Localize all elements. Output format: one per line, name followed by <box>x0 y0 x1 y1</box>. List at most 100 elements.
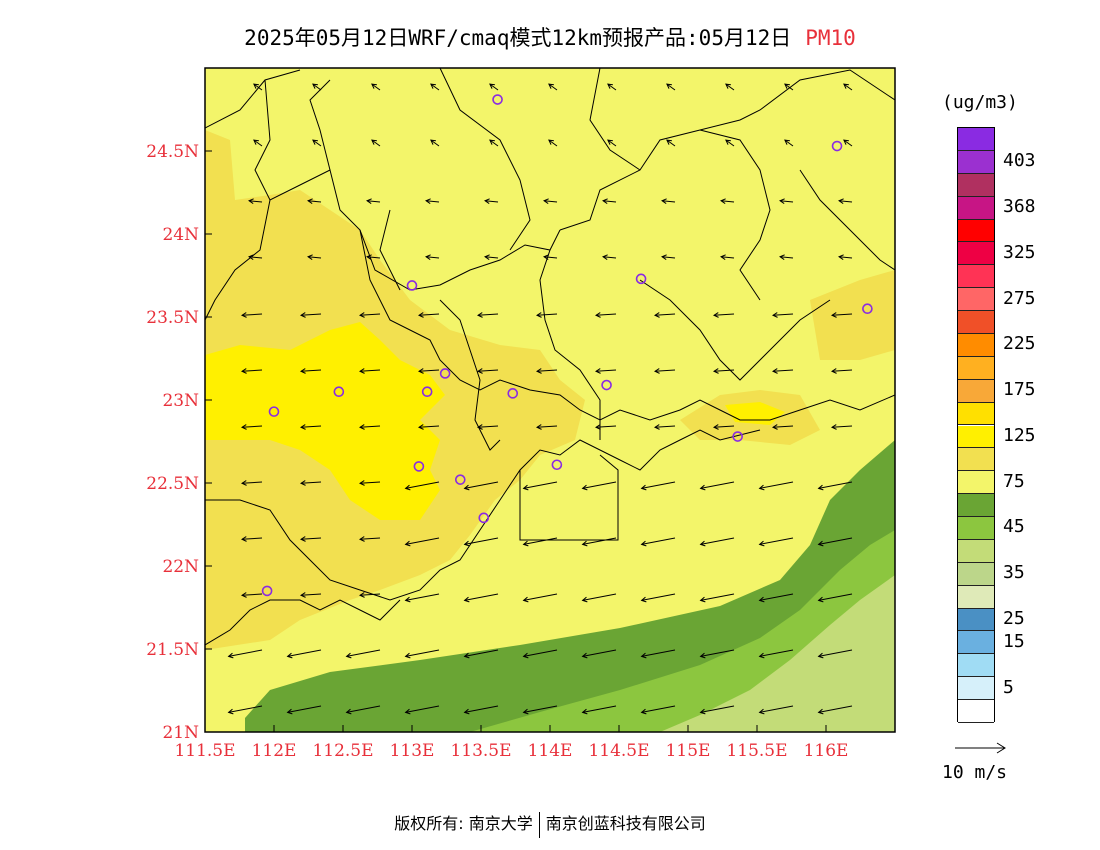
wind-vector-head <box>404 540 411 547</box>
wind-vector-head <box>784 139 790 145</box>
wind-vector <box>700 481 735 489</box>
wind-vector-head <box>299 368 306 374</box>
wind-vector <box>253 83 263 91</box>
legend-swatch <box>958 173 994 197</box>
wind-vector-head <box>817 540 824 547</box>
wind-vector <box>773 313 794 316</box>
wind-vector <box>242 313 263 316</box>
wind-vector-head <box>640 596 647 603</box>
lat-tick-label: 21.5N <box>146 640 199 660</box>
wind-vector <box>405 481 440 489</box>
station-marker <box>268 406 280 417</box>
wind-vector-head <box>725 83 731 89</box>
lon-tick-label: 116E <box>804 741 849 761</box>
wind-vector-head <box>463 708 470 715</box>
wind-vector <box>666 139 676 147</box>
wind-vector-head <box>843 83 849 89</box>
wind-vector <box>405 537 440 545</box>
wind-vector <box>596 313 617 316</box>
wind-vector <box>371 139 381 147</box>
wind-vector-head <box>430 139 436 145</box>
wind-vector <box>360 481 381 484</box>
wind-vector-head <box>489 139 495 145</box>
chart-title: 2025年05月12日WRF/cmaq模式12km预报产品:05月12日 PM10 <box>0 22 1100 52</box>
wind-vector <box>818 537 853 545</box>
wind-vector <box>700 537 735 545</box>
wind-vector <box>818 593 853 601</box>
wind-vector <box>700 649 735 657</box>
legend-swatch <box>958 631 994 655</box>
wind-vector <box>784 139 794 147</box>
wind-vector-head <box>240 592 247 598</box>
footer-separator <box>538 811 540 838</box>
legend-swatch <box>958 196 994 220</box>
wind-vector <box>478 313 499 316</box>
wind-vector-head <box>299 312 306 318</box>
wind-vector-head <box>476 424 483 430</box>
wind-vector-head <box>699 708 706 715</box>
lat-tick-label: 23N <box>162 391 199 411</box>
wind-vector-head <box>425 254 431 260</box>
wind-vector-head <box>366 198 372 204</box>
wind-vector-head <box>404 596 411 603</box>
wind-vector <box>308 256 322 259</box>
wind-vector <box>301 313 322 316</box>
wind-vector-head <box>522 596 529 603</box>
wind-vector <box>721 256 735 259</box>
wind-vector <box>485 256 499 259</box>
legend-swatch <box>958 494 994 518</box>
legend-swatch <box>958 219 994 243</box>
wind-vector <box>489 139 499 147</box>
wind-vector <box>759 537 794 545</box>
wind-vector-head <box>476 312 483 318</box>
wind-vector <box>346 705 381 713</box>
wind-vector-head <box>227 708 234 715</box>
wind-vector-head <box>430 83 436 89</box>
wind-vector <box>843 139 853 147</box>
wind-vector-head <box>779 254 785 260</box>
wind-vector-head <box>817 596 824 603</box>
wind-vector <box>759 481 794 489</box>
wind-vector <box>725 83 735 91</box>
wind-vector <box>360 537 381 540</box>
wind-vector <box>641 537 676 545</box>
legend-label: 5 <box>1003 676 1014 698</box>
wind-vector-head <box>312 83 318 89</box>
wind-vector <box>700 705 735 713</box>
lon-tick-label: 111.5E <box>174 741 235 761</box>
wind-vector-head <box>522 652 529 659</box>
station-marker <box>831 140 843 152</box>
legend-label: 403 <box>1003 150 1036 172</box>
wind-vector-head <box>543 254 549 260</box>
wind-vector-head <box>817 652 824 659</box>
wind-vector-head <box>345 652 352 659</box>
legend-swatch <box>958 517 994 540</box>
legend-label: 75 <box>1003 470 1025 492</box>
wind-vector-head <box>699 540 706 547</box>
legend-label: 125 <box>1003 424 1036 446</box>
wind-vector <box>430 83 440 91</box>
wind-vector-head <box>240 424 247 430</box>
wind-vector <box>721 200 735 203</box>
legend-swatch <box>958 539 994 563</box>
wind-vector <box>301 425 322 428</box>
wind-vector <box>478 369 499 372</box>
wind-vector-head <box>371 139 377 145</box>
legend-label: 15 <box>1003 630 1025 652</box>
wind-vector <box>367 200 381 203</box>
wind-vector-head <box>358 592 365 598</box>
wind-vector-head <box>712 312 719 318</box>
station-marker <box>601 379 612 391</box>
wind-vector <box>714 369 735 372</box>
wind-vector <box>780 200 794 203</box>
boundary-lines <box>205 68 895 646</box>
lat-tick-label: 24.5N <box>146 142 199 162</box>
wind-vector-head <box>307 254 313 260</box>
wind-vector <box>419 313 440 316</box>
wind-vector-head <box>404 652 411 659</box>
wind-vector <box>253 139 263 147</box>
wind-vector-head <box>463 652 470 659</box>
wind-vector-head <box>712 368 719 374</box>
wind-vector-head <box>784 83 790 89</box>
lat-tick-label: 22.5N <box>146 474 199 494</box>
